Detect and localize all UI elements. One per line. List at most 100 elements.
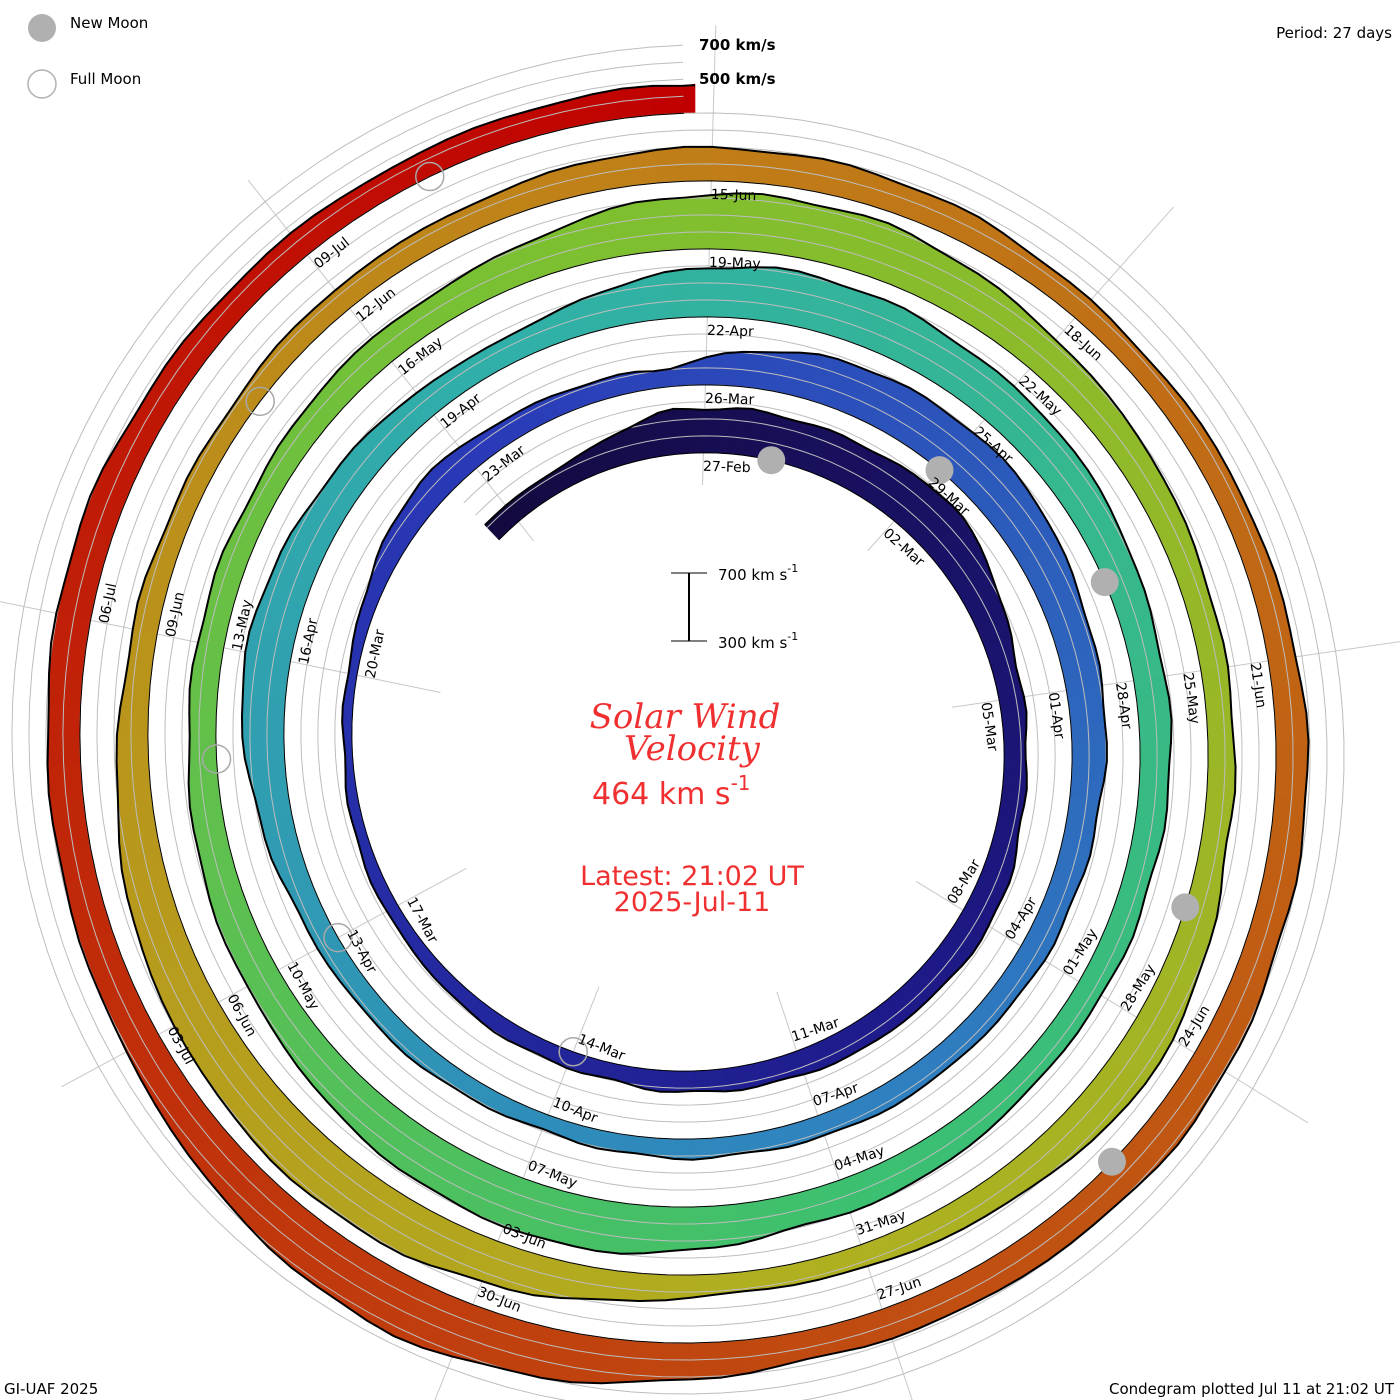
date-label: 15-Jun [711, 187, 757, 204]
new-moon-icon [1090, 568, 1119, 597]
speed-segment [116, 707, 149, 736]
latest-date: 2025-Jul-11 [614, 887, 771, 918]
speed-segment [673, 1138, 694, 1161]
radial-gridline [702, 25, 717, 486]
speed-segment [1271, 795, 1306, 828]
speed-segment [705, 352, 725, 386]
new-moon-icon [925, 456, 954, 485]
footer-plotted: Condegram plotted Jul 11 at 21:02 UT [1109, 1380, 1395, 1398]
new-moon-icon [757, 446, 786, 475]
full-moon-legend-label: Full Moon [70, 70, 141, 88]
speed-segment [47, 703, 81, 735]
speed-segment [664, 268, 688, 319]
speed-segment [188, 712, 217, 738]
axis-label-500: 500 km/s [699, 70, 776, 88]
speed-segment [740, 1268, 769, 1292]
speed-segment [189, 665, 221, 693]
speed-segment [683, 83, 696, 114]
speed-segment [1137, 783, 1169, 809]
speed-segment [1204, 789, 1236, 818]
speed-segment [659, 197, 687, 252]
speed-outline [46, 84, 1310, 1385]
speed-segment [1275, 740, 1309, 771]
moon-markers [201, 161, 1200, 1176]
speed-segment [341, 705, 354, 724]
speed-segment [1138, 762, 1170, 787]
speed-segment [621, 85, 655, 119]
speed-segment [673, 408, 691, 455]
base-line [79, 112, 1277, 1344]
new-moon-icon [1097, 1147, 1126, 1176]
speed-segment [692, 1137, 713, 1161]
speed-segment [639, 1273, 668, 1302]
speed-segment [1133, 675, 1170, 702]
scale-bar [671, 572, 707, 642]
full-moon-legend-icon [27, 69, 57, 99]
scale-bottom-label: 300 km s-1 [718, 630, 798, 652]
radial-gridline [952, 641, 1400, 708]
speed-segment [707, 268, 732, 318]
speed-segment [1274, 768, 1308, 799]
speed-segment [1139, 741, 1172, 765]
footer-credit: GI-UAF 2025 [4, 1380, 98, 1398]
speed-segment [661, 1342, 692, 1381]
axis-label-700: 700 km/s [699, 36, 776, 54]
axis-labels: 700 km/s 500 km/s [699, 36, 776, 88]
speed-segment [128, 628, 158, 660]
speed-segment [1003, 742, 1026, 759]
speed-segment [613, 1270, 644, 1302]
speed-segment [188, 688, 219, 715]
speed-segment [660, 1070, 679, 1093]
speed-segment [1206, 716, 1234, 743]
speed-segment [668, 1206, 693, 1252]
date-label: 05-Mar [977, 701, 1000, 752]
date-label: 22-Apr [707, 323, 754, 340]
speed-segment [47, 733, 81, 765]
speed-segment [1200, 666, 1231, 695]
full-moon-icon [558, 1037, 588, 1067]
date-label: 28-Apr [1112, 682, 1135, 731]
speed-segment [615, 1133, 639, 1154]
period-label: Period: 27 days [1276, 24, 1392, 42]
speed-segment [652, 85, 685, 116]
date-label: 19-May [709, 255, 761, 272]
speed-segment [1207, 741, 1236, 768]
date-label: 09-Jun [163, 591, 188, 639]
speed-line [46, 84, 1310, 1385]
speed-segment [1204, 691, 1232, 719]
speed-segment [691, 1205, 716, 1250]
grid-spiral-400 [62, 95, 1294, 1361]
grid-spiral-600 [28, 61, 1328, 1395]
full-moon-icon [245, 386, 275, 417]
date-label: 25-May [1179, 672, 1202, 726]
speed-segment [1003, 757, 1028, 775]
speed-segment [723, 1066, 742, 1092]
speed-segment [116, 734, 149, 763]
speed-segment [688, 408, 705, 454]
scale-top-label: 700 km s-1 [718, 562, 798, 584]
current-speed: 464 km s-1 [592, 771, 751, 812]
date-label: 01-Apr [1045, 691, 1068, 740]
date-label: 21-Jun [1247, 662, 1269, 709]
new-moon-legend-label: New Moon [70, 14, 148, 32]
speed-segment [1138, 719, 1172, 743]
chart-title: Solar Wind Velocity [590, 697, 781, 769]
speed-segment [1206, 765, 1236, 793]
full-moon-icon [323, 922, 353, 953]
speed-segment [642, 271, 668, 322]
speed-segment [188, 780, 222, 808]
speed-segment [1001, 711, 1027, 730]
speed-segment [676, 1070, 694, 1093]
speed-segment [708, 1068, 726, 1092]
full-moon-icon [201, 744, 232, 774]
latest-time: Latest: 21:02 UT [580, 861, 804, 892]
date-label: 16-Apr [296, 617, 321, 666]
date-label: 26-Mar [705, 391, 755, 408]
speed-segment [685, 194, 712, 250]
new-moon-icon [1171, 893, 1200, 922]
date-label: 27-Feb [703, 459, 751, 476]
full-moon-icon [415, 161, 445, 192]
speed-segment [665, 1274, 693, 1301]
speed-area [47, 83, 1309, 1384]
